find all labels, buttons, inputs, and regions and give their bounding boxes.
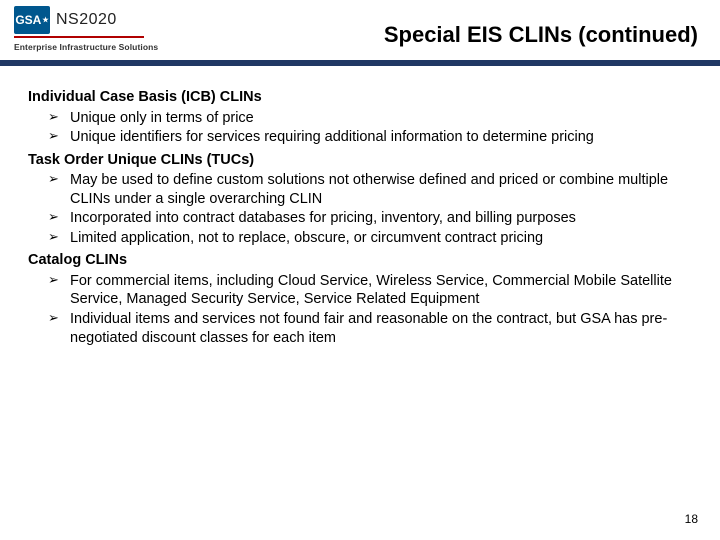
slide-content: Individual Case Basis (ICB) CLINs Unique… xyxy=(28,86,692,351)
list-item: Unique identifiers for services requirin… xyxy=(70,128,692,147)
bullet-list-icb: Unique only in terms of price Unique ide… xyxy=(28,109,692,147)
ns2020-text: NS2020 xyxy=(56,11,117,29)
header-rule xyxy=(0,60,720,66)
list-item: For commercial items, including Cloud Se… xyxy=(70,272,692,309)
section-heading-icb: Individual Case Basis (ICB) CLINs xyxy=(28,88,692,107)
list-item: Limited application, not to replace, obs… xyxy=(70,229,692,248)
list-item: Unique only in terms of price xyxy=(70,109,692,128)
logo-block: GSA★ NS2020 xyxy=(14,6,117,34)
logo-underline xyxy=(14,36,144,38)
page-number: 18 xyxy=(685,512,698,526)
section-heading-tucs: Task Order Unique CLINs (TUCs) xyxy=(28,151,692,170)
tagline: Enterprise Infrastructure Solutions xyxy=(14,42,158,52)
slide-title: Special EIS CLINs (continued) xyxy=(384,22,698,48)
list-item: Incorporated into contract databases for… xyxy=(70,209,692,228)
gsa-logo: GSA★ xyxy=(14,6,50,34)
bullet-list-tucs: May be used to define custom solutions n… xyxy=(28,171,692,247)
slide-header: GSA★ NS2020 Enterprise Infrastructure So… xyxy=(0,0,720,62)
gsa-logo-text: GSA xyxy=(15,13,41,27)
slide: GSA★ NS2020 Enterprise Infrastructure So… xyxy=(0,0,720,540)
bullet-list-catalog: For commercial items, including Cloud Se… xyxy=(28,272,692,347)
list-item: Individual items and services not found … xyxy=(70,310,692,347)
section-heading-catalog: Catalog CLINs xyxy=(28,251,692,270)
star-icon: ★ xyxy=(42,17,48,24)
list-item: May be used to define custom solutions n… xyxy=(70,171,692,208)
